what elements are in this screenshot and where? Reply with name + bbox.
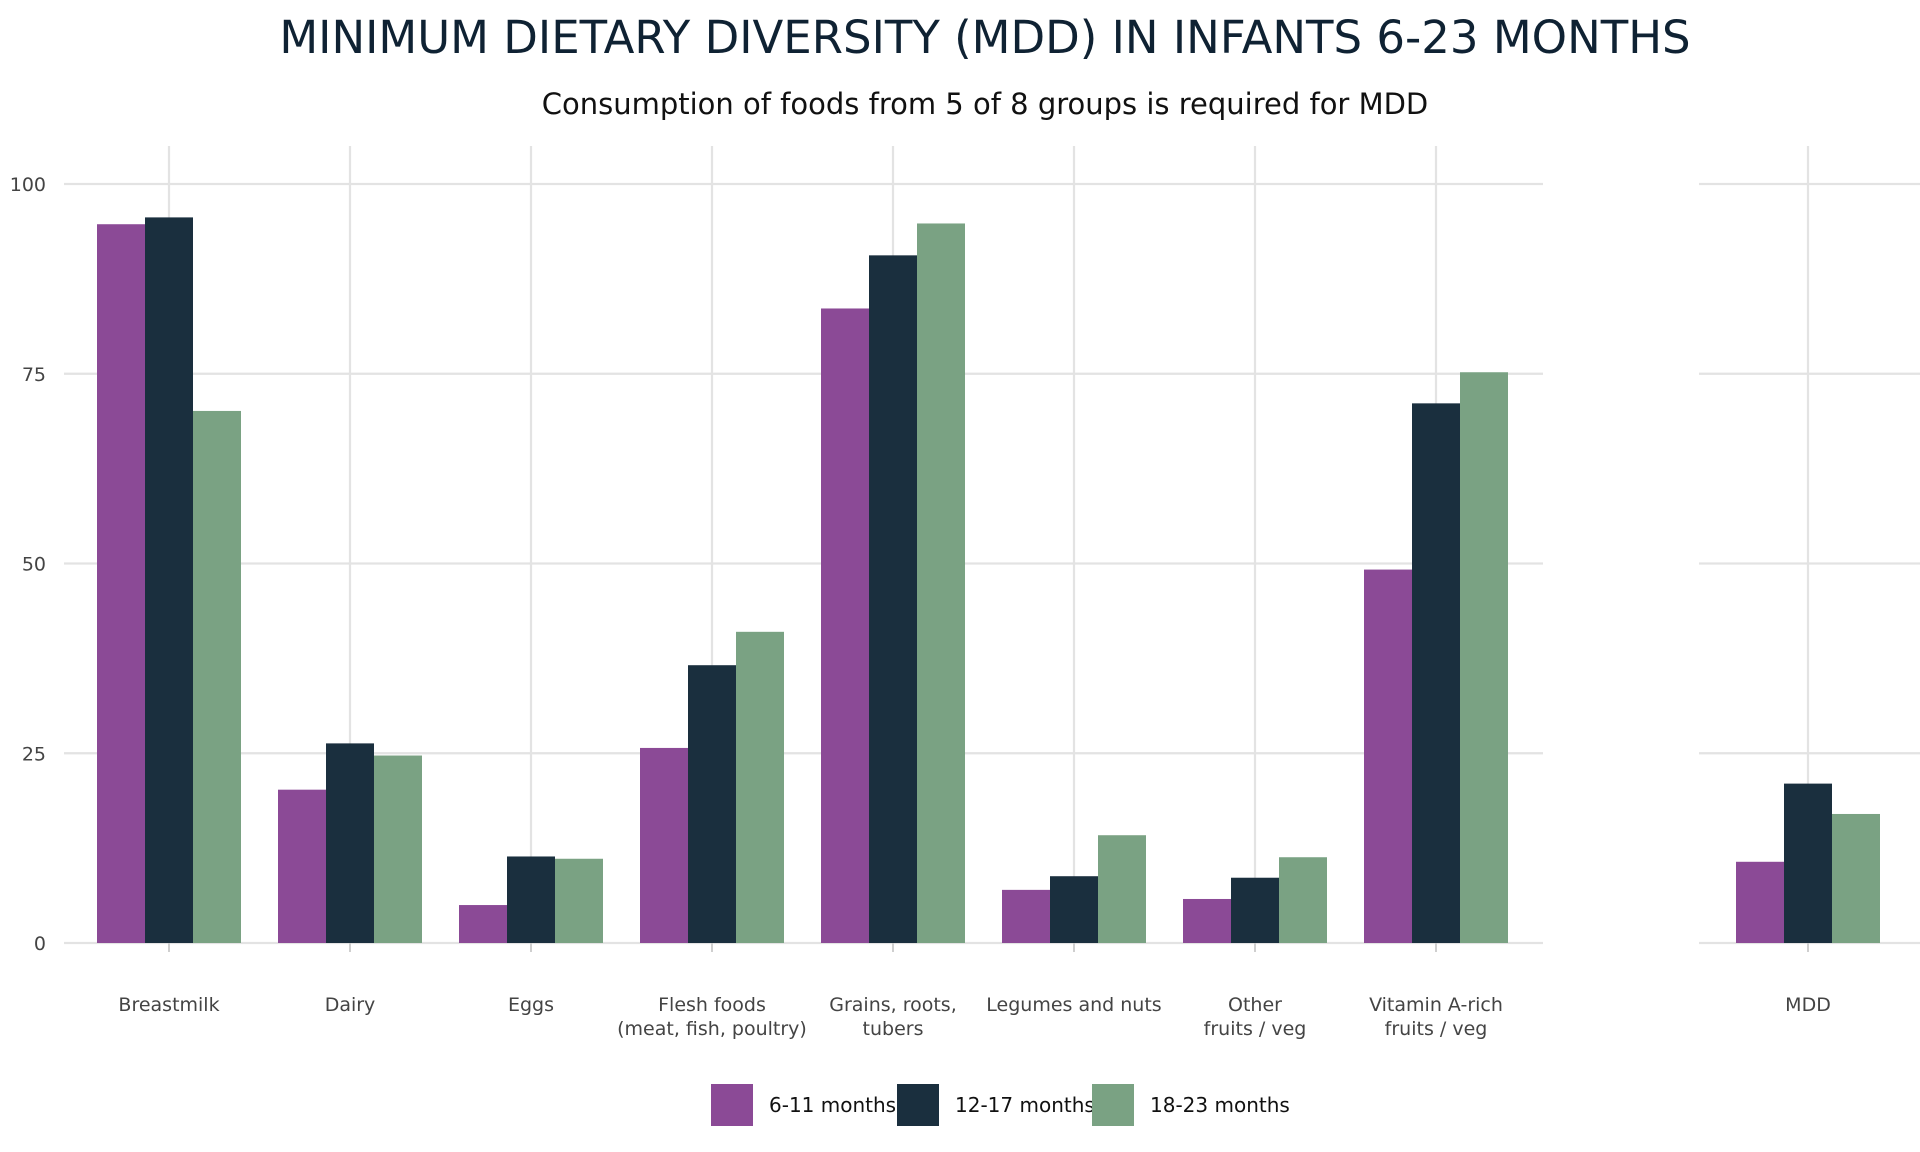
y-tick-label: 0: [34, 933, 46, 955]
chart-subtitle: Consumption of foods from 5 of 8 groups …: [542, 87, 1429, 121]
bar-12-17-months: [326, 743, 374, 943]
x-tick-label: Eggs: [508, 994, 554, 1016]
bar-6-11-months: [640, 747, 688, 943]
bar-6-11-months: [821, 308, 869, 943]
panel-2: MDD: [1699, 146, 1920, 1016]
chart-title: MINIMUM DIETARY DIVERSITY (MDD) IN INFAN…: [279, 11, 1690, 64]
legend-item: 6-11 months: [711, 1084, 896, 1126]
x-tick-label: Breastmilk: [118, 994, 219, 1016]
bar-18-23-months: [736, 631, 784, 943]
bar-6-11-months: [278, 789, 326, 943]
x-tick-label: MDD: [1785, 994, 1831, 1016]
bar-6-11-months: [1183, 898, 1231, 943]
legend-item: 18-23 months: [1092, 1084, 1290, 1126]
bar-12-17-months: [507, 856, 555, 943]
x-tick-label: Dairy: [325, 994, 376, 1016]
bar-6-11-months: [97, 224, 145, 944]
legend-swatch: [1092, 1084, 1134, 1126]
bar-12-17-months: [1231, 877, 1279, 943]
bar-18-23-months: [1098, 835, 1146, 943]
y-tick-label: 25: [22, 743, 46, 765]
bar-18-23-months: [1279, 857, 1327, 943]
legend: 6-11 months 12-17 months 18-23 months: [711, 1084, 1290, 1126]
y-tick-label: 75: [22, 364, 46, 386]
x-tick-label: Vitamin A-rich fruits / veg: [1369, 994, 1503, 1040]
x-tick-label: Other fruits / veg: [1204, 994, 1307, 1040]
plot-panels: Breastmilk Dairy Eggs Flesh foods (meat, fis…: [64, 146, 1920, 1040]
legend-label: 12-17 months: [955, 1093, 1095, 1117]
legend-item: 12-17 months: [897, 1084, 1095, 1126]
legend-swatch: [711, 1084, 753, 1126]
bar-12-17-months: [869, 255, 917, 943]
bar-6-11-months: [1736, 861, 1784, 943]
y-tick-label: 50: [22, 554, 46, 576]
bar-12-17-months: [1784, 783, 1832, 943]
bar-12-17-months: [145, 217, 193, 943]
bar-18-23-months: [193, 410, 241, 943]
y-axis: 0 25 50 75 100: [10, 174, 46, 955]
legend-label: 6-11 months: [769, 1093, 896, 1117]
bar-6-11-months: [459, 905, 507, 943]
bar-18-23-months: [1832, 813, 1880, 943]
panel-1: Breastmilk Dairy Eggs Flesh foods (meat, fis…: [64, 146, 1543, 1040]
bar-12-17-months: [1050, 876, 1098, 943]
bar-12-17-months: [688, 665, 736, 943]
x-tick-label: Flesh foods (meat, fish, poultry): [617, 994, 807, 1040]
bar-18-23-months: [555, 858, 603, 943]
bar-6-11-months: [1002, 889, 1050, 943]
legend-label: 18-23 months: [1150, 1093, 1290, 1117]
bar-6-11-months: [1364, 569, 1412, 943]
bar-12-17-months: [1412, 403, 1460, 943]
x-tick-label: Legumes and nuts: [986, 994, 1161, 1016]
bar-18-23-months: [374, 755, 422, 943]
legend-swatch: [897, 1084, 939, 1126]
bar-18-23-months: [917, 223, 965, 943]
bar-18-23-months: [1460, 372, 1508, 943]
x-tick-label: Grains, roots, tubers: [829, 994, 957, 1040]
y-tick-label: 100: [10, 174, 46, 196]
